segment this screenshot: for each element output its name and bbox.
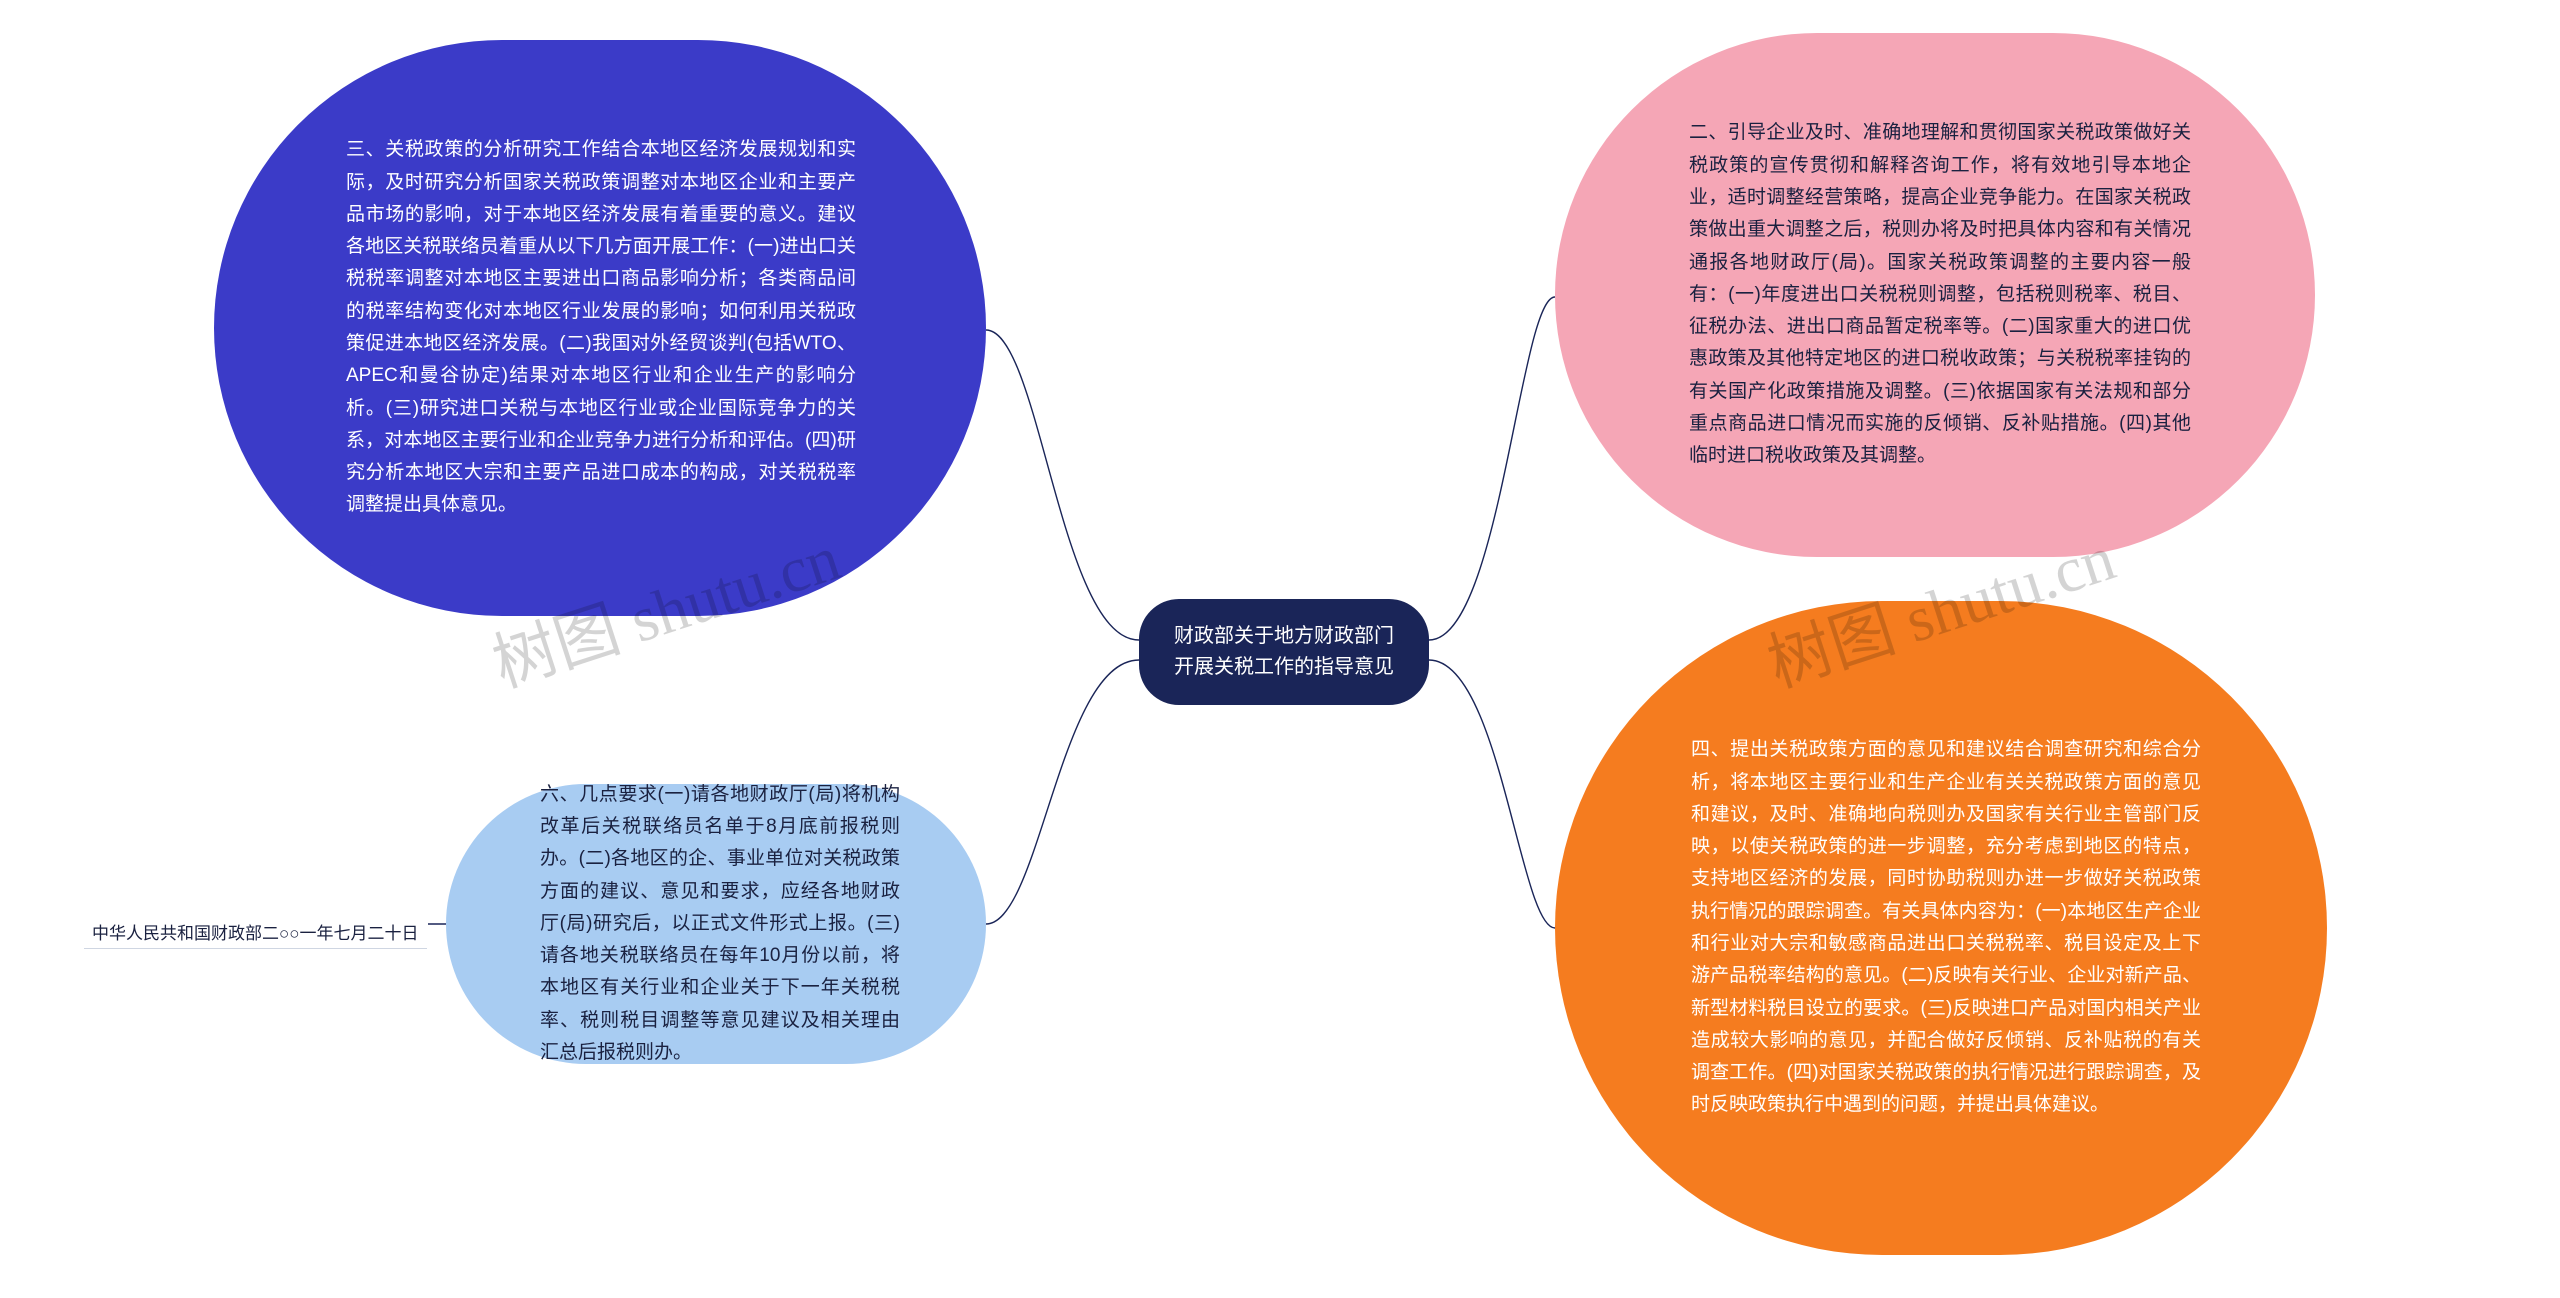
node-lightblue: 六、几点要求(一)请各地财政厅(局)将机构改革后关税联络员名单于8月底前报税则办… bbox=[446, 784, 986, 1064]
leaf-footer: 中华人民共和国财政部二○○一年七月二十日 bbox=[84, 915, 427, 949]
node-orange-text: 四、提出关税政策方面的意见和建议结合调查研究和综合分析，将本地区主要行业和生产企… bbox=[1691, 734, 2201, 1122]
center-line1: 财政部关于地方财政部门 bbox=[1167, 621, 1401, 652]
node-pink: 二、引导企业及时、准确地理解和贯彻国家关税政策做好关税政策的宣传贯彻和解释咨询工… bbox=[1555, 33, 2315, 557]
node-orange: 四、提出关税政策方面的意见和建议结合调查研究和综合分析，将本地区主要行业和生产企… bbox=[1555, 601, 2327, 1255]
center-node: 财政部关于地方财政部门 开展关税工作的指导意见 bbox=[1139, 599, 1429, 705]
node-lightblue-text: 六、几点要求(一)请各地财政厅(局)将机构改革后关税联络员名单于8月底前报税则办… bbox=[540, 779, 900, 1070]
center-line2: 开展关税工作的指导意见 bbox=[1167, 652, 1401, 683]
node-blue: 三、关税政策的分析研究工作结合本地区经济发展规划和实际，及时研究分析国家关税政策… bbox=[214, 40, 986, 616]
mindmap-canvas: 财政部关于地方财政部门 开展关税工作的指导意见 三、关税政策的分析研究工作结合本… bbox=[0, 0, 2560, 1298]
node-pink-text: 二、引导企业及时、准确地理解和贯彻国家关税政策做好关税政策的宣传贯彻和解释咨询工… bbox=[1689, 117, 2191, 472]
node-blue-text: 三、关税政策的分析研究工作结合本地区经济发展规划和实际，及时研究分析国家关税政策… bbox=[346, 134, 856, 522]
